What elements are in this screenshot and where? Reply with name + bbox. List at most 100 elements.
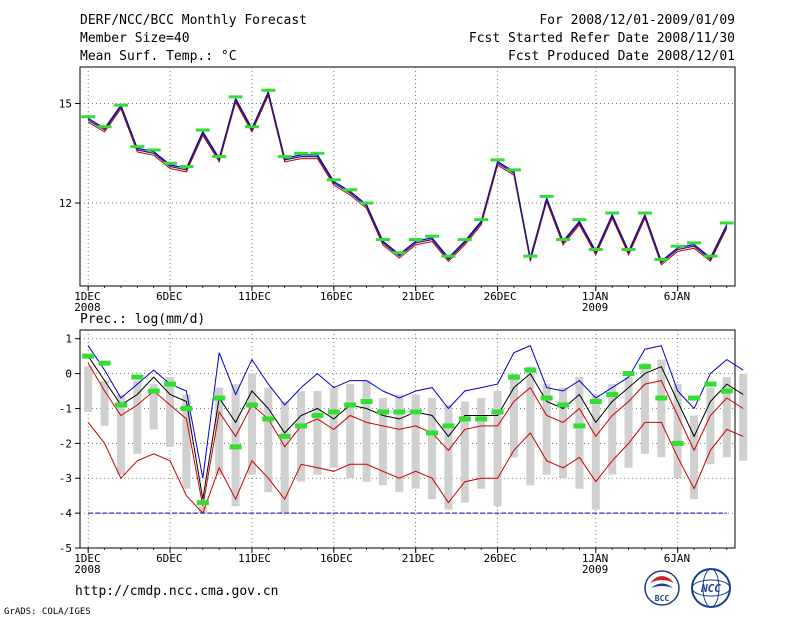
precip-marker-15 (311, 412, 324, 418)
precip-box-36 (657, 359, 666, 458)
precip-box-24 (460, 401, 469, 503)
variable-label: Mean Surf. Temp.: °C (80, 49, 237, 64)
precip-marker-10 (229, 444, 242, 450)
temperature-marker-3 (113, 103, 128, 107)
temperature-marker-32 (588, 248, 603, 251)
precip-marker-36 (655, 395, 668, 401)
precip-box-41 (739, 373, 748, 461)
temperature-line-lower (87, 93, 728, 266)
precip-box-12 (264, 387, 273, 493)
temperature-marker-7 (179, 165, 194, 169)
precip-marker-23 (442, 423, 455, 429)
precip-marker-6 (164, 381, 177, 387)
temperature-marker-35 (637, 211, 652, 215)
precipitation-xtick-label-2: 11DEC (238, 552, 271, 565)
precip-marker-16 (327, 409, 340, 415)
precip-marker-28 (524, 367, 537, 373)
precip-box-31 (575, 377, 584, 489)
temperature-marker-1 (81, 115, 96, 119)
temperature-marker-34 (621, 248, 636, 251)
precip-line-upper (87, 345, 744, 479)
precipitation-ytick-label-2: -1 (59, 402, 72, 415)
temperature-marker-39 (703, 254, 718, 258)
precipitation-xtick-label-7: 6JAN (664, 552, 691, 565)
precipitation-xtick-label-3: 16DEC (320, 552, 353, 565)
member-size: Member Size=40 (80, 31, 190, 46)
precip-marker-13 (278, 433, 291, 439)
precip-marker-8 (196, 500, 209, 506)
forecast-period: For 2008/12/01-2009/01/09 (539, 13, 735, 28)
precip-box-9 (215, 387, 224, 475)
precip-marker-27 (507, 374, 520, 380)
ncc-logo: NCC (691, 568, 731, 608)
temperature-marker-15 (310, 151, 325, 155)
precip-box-28 (526, 366, 535, 486)
temperature-marker-11 (244, 125, 259, 129)
precip-box-37 (673, 384, 682, 479)
temperature-xtick-label-5: 26DEC (484, 290, 517, 303)
temperature-xtick-sublabel-6: 2009 (582, 301, 609, 314)
precip-line-p60 (87, 362, 744, 507)
precip-marker-24 (458, 416, 471, 422)
precipitation-ytick-label-0: 1 (65, 333, 72, 346)
precip-marker-38 (688, 395, 701, 401)
temperature-marker-20 (392, 251, 407, 255)
temperature-marker-22 (425, 234, 440, 238)
precip-marker-26 (491, 409, 504, 415)
precip-box-34 (624, 377, 633, 468)
temperature-marker-10 (228, 95, 243, 99)
temperature-ytick-label-0: 12 (59, 197, 72, 210)
temperature-marker-6 (163, 161, 178, 165)
temperature-ytick-label-1: 15 (59, 98, 72, 111)
temperature-xtick-label-1: 6DEC (156, 290, 183, 303)
temperature-marker-26 (490, 158, 505, 162)
precipitation-xtick-sublabel-0: 2008 (74, 563, 101, 576)
precip-marker-29 (540, 395, 553, 401)
precip-label: Prec.: log(mm/d) (80, 312, 205, 327)
precip-box-5 (149, 384, 158, 430)
precip-box-30 (559, 387, 568, 479)
precip-box-17 (346, 384, 355, 479)
precip-marker-22 (426, 430, 439, 436)
precip-line-p10 (87, 421, 744, 515)
precip-marker-17 (344, 402, 357, 408)
temperature-marker-31 (572, 218, 587, 222)
temperature-marker-33 (605, 211, 620, 215)
bcc-logo-ring (644, 570, 680, 606)
temperature-xtick-label-2: 11DEC (238, 290, 271, 303)
temperature-marker-21 (408, 238, 423, 242)
temperature-marker-17 (343, 188, 358, 192)
precip-box-23 (444, 404, 453, 510)
precip-marker-39 (704, 381, 717, 387)
precip-box-26 (493, 391, 502, 507)
forecast-produced: Fcst Produced Date 2008/12/01 (508, 49, 735, 64)
precipitation-xtick-label-0: 1DEC (74, 552, 101, 565)
source-url[interactable]: http://cmdp.ncc.cma.gov.cn (75, 584, 279, 599)
temperature-marker-23 (441, 254, 456, 258)
temperature-xtick-label-4: 21DEC (402, 290, 435, 303)
precip-box-29 (542, 384, 551, 475)
temperature-marker-18 (359, 201, 374, 205)
precip-box-3 (116, 394, 125, 475)
precip-marker-34 (622, 371, 635, 377)
temperature-xtick-label-3: 16DEC (320, 290, 353, 303)
temperature-marker-24 (457, 238, 472, 242)
temperature-line-upper (87, 90, 728, 263)
precip-box-6 (166, 377, 175, 447)
precip-box-27 (509, 373, 518, 458)
grads-credit: GrADS: COLA/IGES (4, 607, 91, 617)
precipitation-xtick-label-6: 1JAN (582, 552, 609, 565)
precip-box-38 (690, 415, 699, 500)
temperature-marker-16 (326, 178, 341, 182)
precipitation-ytick-label-4: -3 (59, 472, 72, 485)
precip-box-18 (362, 380, 371, 482)
precip-box-13 (280, 401, 289, 514)
precip-marker-40 (720, 388, 733, 394)
precip-box-8 (198, 506, 207, 514)
precip-marker-1 (82, 353, 95, 359)
temperature-marker-19 (375, 238, 390, 242)
temperature-frame (79, 66, 736, 287)
